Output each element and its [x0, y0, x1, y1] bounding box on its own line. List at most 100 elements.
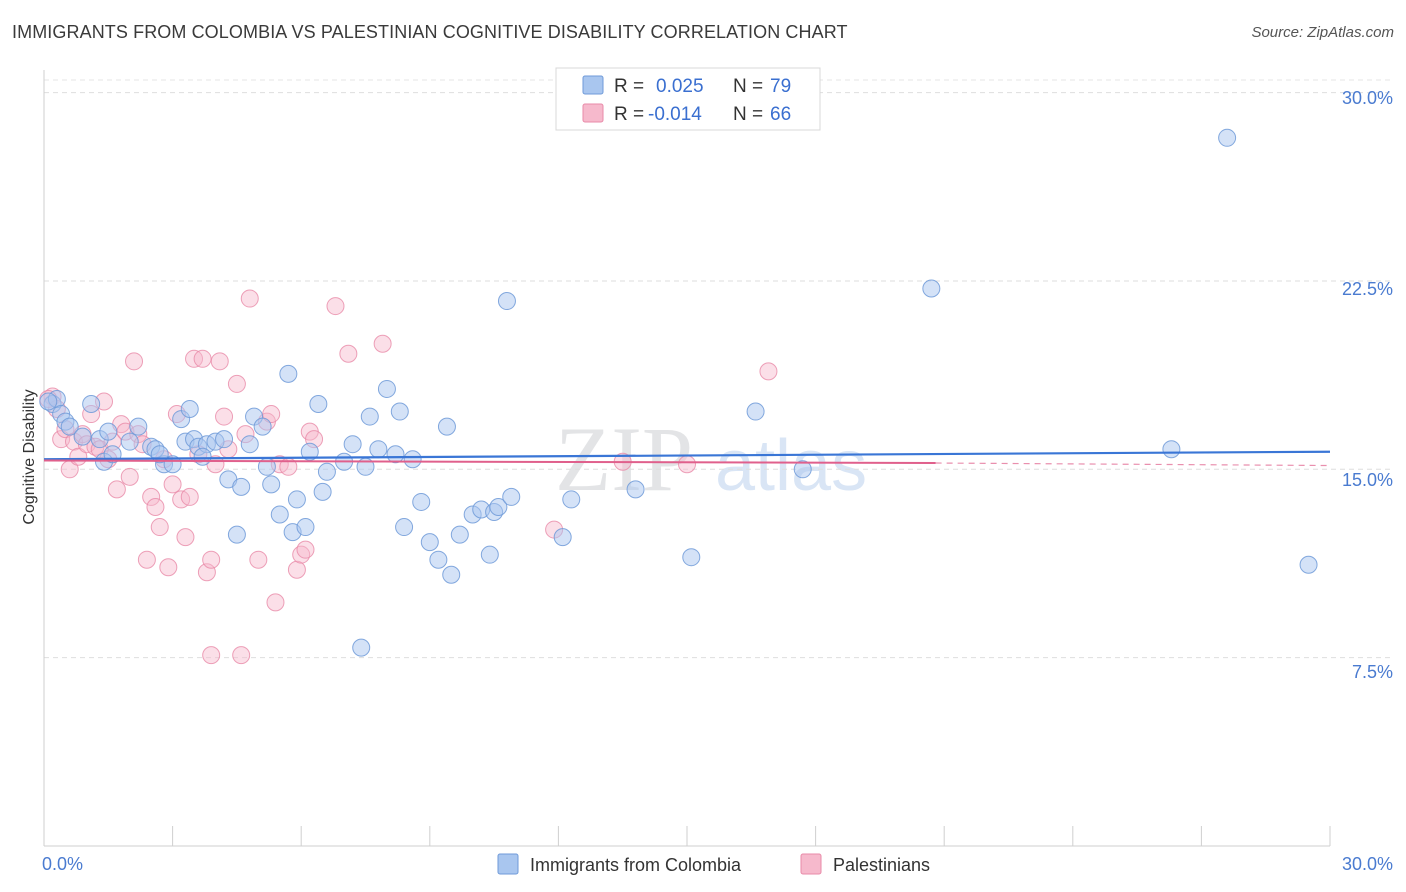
series-immigrants-from-colombia [39, 128, 1318, 657]
point-colombia-40 [313, 482, 332, 501]
point-palestinians-53 [296, 540, 315, 559]
y-axis-title: Cognitive Disability [21, 389, 38, 524]
point-colombia-71 [922, 279, 941, 298]
point-colombia-46 [369, 440, 388, 459]
point-colombia-24 [215, 430, 234, 449]
point-colombia-30 [253, 417, 272, 436]
y-tick-label-15: 15.0% [1342, 470, 1393, 490]
point-palestinians-26 [159, 558, 178, 577]
point-colombia-51 [403, 450, 422, 469]
x-tick-label-min: 0.0% [42, 854, 83, 874]
watermark-atlas: atlas [715, 426, 867, 506]
point-colombia-70 [793, 460, 812, 479]
point-colombia-72 [1162, 440, 1181, 459]
point-palestinians-45 [249, 550, 268, 569]
point-palestinians-14 [107, 480, 126, 499]
legend-r-value-1: 0.025 [656, 76, 704, 97]
point-palestinians-39 [215, 407, 234, 426]
point-colombia-49 [395, 518, 414, 537]
point-colombia-36 [287, 490, 306, 509]
point-colombia-52 [412, 492, 431, 511]
point-palestinians-61 [678, 455, 696, 474]
point-palestinians-34 [193, 349, 212, 368]
legend-bottom-label-colombia: Immigrants from Colombia [530, 855, 742, 875]
point-colombia-64 [497, 292, 516, 311]
point-palestinians-17 [120, 467, 139, 486]
point-colombia-6 [73, 427, 92, 446]
point-palestinians-21 [137, 550, 156, 569]
legend-n-label-2: N = [733, 104, 763, 125]
point-colombia-28 [240, 435, 259, 454]
legend-top: R = 0.025 N = 79 R = -0.014 N = 66 [555, 67, 821, 131]
legend-swatch-pink [582, 103, 604, 123]
point-colombia-73 [1218, 128, 1237, 147]
point-colombia-41 [317, 462, 336, 481]
legend-r-value-2: -0.014 [648, 104, 702, 125]
point-colombia-55 [437, 417, 456, 436]
point-palestinians-23 [146, 497, 165, 516]
point-palestinians-42 [232, 646, 251, 665]
point-palestinians-44 [240, 289, 259, 308]
point-colombia-56 [442, 565, 461, 584]
point-palestinians-62 [759, 362, 778, 381]
point-colombia-48 [386, 445, 405, 464]
point-palestinians-18 [125, 352, 144, 371]
point-colombia-69 [746, 402, 765, 421]
point-colombia-60 [480, 545, 499, 564]
point-palestinians-47 [262, 405, 281, 424]
point-colombia-37 [296, 518, 315, 537]
y-tick-label-30: 30.0% [1342, 88, 1393, 108]
point-palestinians-38 [210, 352, 229, 371]
point-colombia-11 [129, 417, 148, 436]
y-tick-label-22-5: 22.5% [1342, 279, 1393, 299]
legend-r-label-1: R = [614, 76, 644, 97]
legend-bottom-swatch-pink [800, 853, 822, 875]
point-colombia-68 [682, 548, 701, 567]
trend-line-colombia [43, 450, 1331, 461]
point-colombia-50 [390, 402, 409, 421]
point-palestinians-24 [150, 518, 169, 537]
point-palestinians-27 [163, 475, 182, 494]
point-colombia-8 [99, 422, 118, 441]
point-palestinians-31 [180, 487, 199, 506]
point-palestinians-36 [202, 550, 221, 569]
point-palestinians-30 [176, 528, 195, 547]
point-colombia-4 [60, 417, 79, 436]
point-colombia-5 [82, 395, 101, 414]
trend-lines [43, 450, 1331, 467]
point-colombia-32 [262, 475, 281, 494]
point-palestinians-41 [227, 374, 246, 393]
point-colombia-75 [352, 638, 371, 657]
legend-bottom-swatch-blue [497, 853, 519, 875]
point-palestinians-63 [202, 646, 221, 665]
legend-n-value-1: 79 [770, 76, 791, 97]
point-colombia-45 [360, 407, 379, 426]
point-colombia-67 [626, 480, 645, 499]
point-colombia-38 [300, 442, 319, 461]
point-colombia-34 [279, 364, 298, 383]
point-colombia-57 [450, 525, 469, 544]
point-colombia-76 [39, 392, 58, 411]
point-palestinians-51 [287, 560, 306, 579]
legend-swatch-blue [582, 75, 604, 95]
legend-r-label-2: R = [614, 104, 644, 125]
point-colombia-54 [429, 550, 448, 569]
watermark-zip: ZIP [555, 408, 693, 510]
point-palestinians-57 [339, 344, 358, 363]
point-palestinians-58 [373, 334, 392, 353]
gridlines [44, 79, 1392, 659]
point-palestinians-22 [142, 487, 161, 506]
point-colombia-13 [120, 432, 139, 451]
point-colombia-27 [232, 477, 251, 496]
point-colombia-19 [180, 400, 199, 419]
chart-source: Source: ZipAtlas.com [1251, 24, 1394, 41]
chart-title: IMMIGRANTS FROM COLOMBIA VS PALESTINIAN … [12, 22, 848, 42]
legend-n-value-2: 66 [770, 104, 791, 125]
point-colombia-62 [489, 497, 508, 516]
trend-line-palestinians-extension [935, 462, 1331, 467]
point-colombia-26 [227, 525, 246, 544]
point-colombia-63 [502, 487, 521, 506]
axes [43, 70, 1331, 847]
trend-line-palestinians [43, 459, 936, 465]
